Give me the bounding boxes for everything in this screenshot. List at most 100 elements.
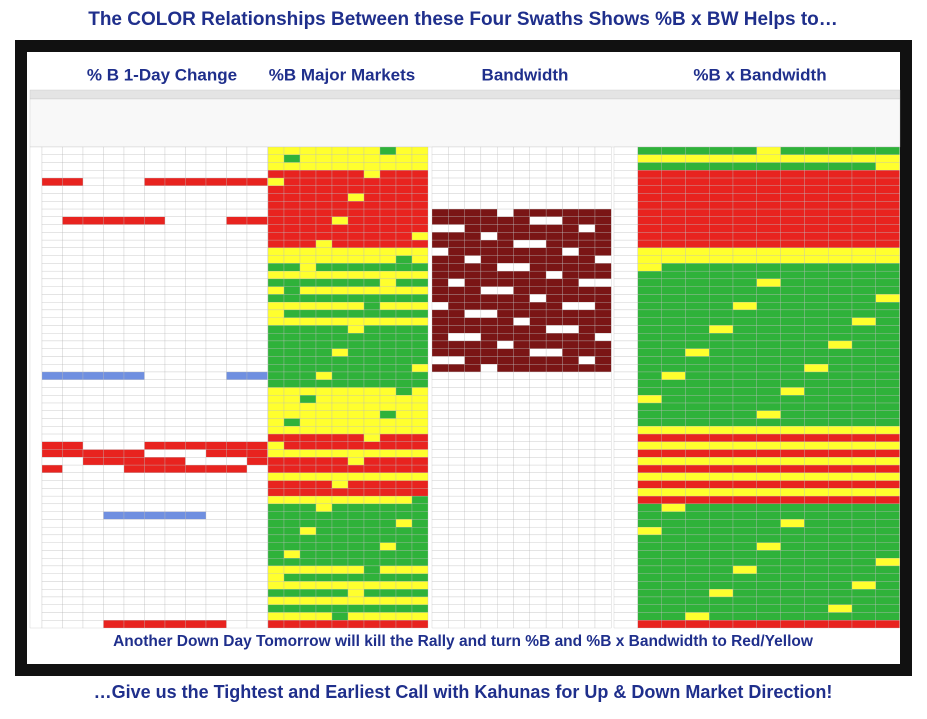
cell — [411, 457, 429, 466]
cell — [315, 464, 333, 473]
cell — [709, 162, 734, 171]
cell — [363, 185, 381, 194]
cell — [315, 201, 333, 210]
cell — [545, 503, 563, 512]
cell — [497, 612, 514, 621]
cell — [875, 263, 900, 272]
cell — [828, 526, 853, 536]
cell — [875, 418, 900, 427]
cell — [246, 519, 268, 528]
cell — [363, 464, 381, 473]
cell — [480, 348, 498, 357]
cell — [379, 402, 397, 411]
cell — [562, 457, 579, 466]
cell — [347, 519, 365, 528]
cell — [299, 589, 317, 598]
cell — [578, 542, 596, 551]
cell — [283, 495, 301, 505]
cell — [480, 364, 498, 373]
cell — [562, 534, 579, 543]
cell — [379, 620, 397, 629]
cell — [103, 364, 125, 373]
cell — [578, 162, 596, 171]
cell — [226, 247, 248, 256]
cell — [205, 441, 227, 450]
cell — [685, 620, 710, 629]
cell — [185, 410, 207, 419]
cell — [103, 620, 125, 629]
cell — [41, 348, 63, 357]
cell — [411, 464, 429, 473]
cell — [331, 177, 349, 186]
cell — [661, 224, 686, 233]
cell — [732, 208, 757, 217]
cell — [756, 356, 781, 365]
cell — [164, 317, 186, 326]
cell — [851, 488, 876, 497]
cell — [448, 208, 465, 217]
cell — [62, 565, 84, 574]
cell — [411, 270, 429, 280]
cell — [144, 581, 166, 590]
cell — [283, 612, 301, 621]
cell — [395, 224, 413, 233]
cell — [246, 550, 268, 559]
cell — [828, 542, 853, 551]
cell — [299, 449, 317, 458]
cell — [685, 247, 710, 256]
cell — [661, 418, 686, 427]
cell — [164, 488, 186, 497]
cell — [578, 495, 596, 505]
cell — [480, 488, 498, 497]
cell — [395, 146, 413, 155]
cell — [709, 146, 734, 155]
cell — [661, 426, 686, 435]
cell — [164, 263, 186, 272]
cell — [804, 596, 829, 605]
cell — [464, 488, 482, 497]
cell — [164, 480, 186, 489]
cell — [709, 224, 734, 233]
cell — [756, 302, 781, 311]
cell — [395, 371, 413, 380]
cell — [756, 348, 781, 357]
cell — [411, 193, 429, 202]
cell — [661, 596, 686, 605]
cell — [379, 426, 397, 435]
cell — [578, 193, 596, 202]
cell — [497, 325, 514, 334]
cell — [205, 464, 227, 473]
cell — [267, 185, 285, 194]
cell — [331, 364, 349, 373]
cell — [594, 224, 612, 233]
cell — [41, 418, 63, 427]
cell — [464, 503, 482, 512]
cell — [578, 224, 596, 233]
cell — [246, 356, 268, 365]
cell — [464, 162, 482, 171]
cell — [331, 550, 349, 559]
cell — [347, 604, 365, 613]
cell — [283, 255, 301, 264]
cell — [62, 333, 84, 342]
cell — [756, 232, 781, 241]
cell — [299, 286, 317, 295]
cell — [164, 193, 186, 202]
cell — [431, 154, 449, 163]
cell — [62, 581, 84, 590]
cell — [395, 495, 413, 505]
cell — [513, 449, 530, 458]
cell — [315, 333, 333, 342]
cell — [480, 286, 498, 295]
cell — [82, 340, 104, 349]
cell — [315, 558, 333, 567]
cell — [41, 371, 63, 380]
cell — [267, 208, 285, 217]
cell — [875, 441, 900, 450]
cell — [246, 449, 268, 458]
cell — [267, 286, 285, 295]
cell — [41, 247, 63, 256]
cell — [661, 364, 686, 373]
cell — [613, 410, 638, 419]
cell — [246, 170, 268, 179]
